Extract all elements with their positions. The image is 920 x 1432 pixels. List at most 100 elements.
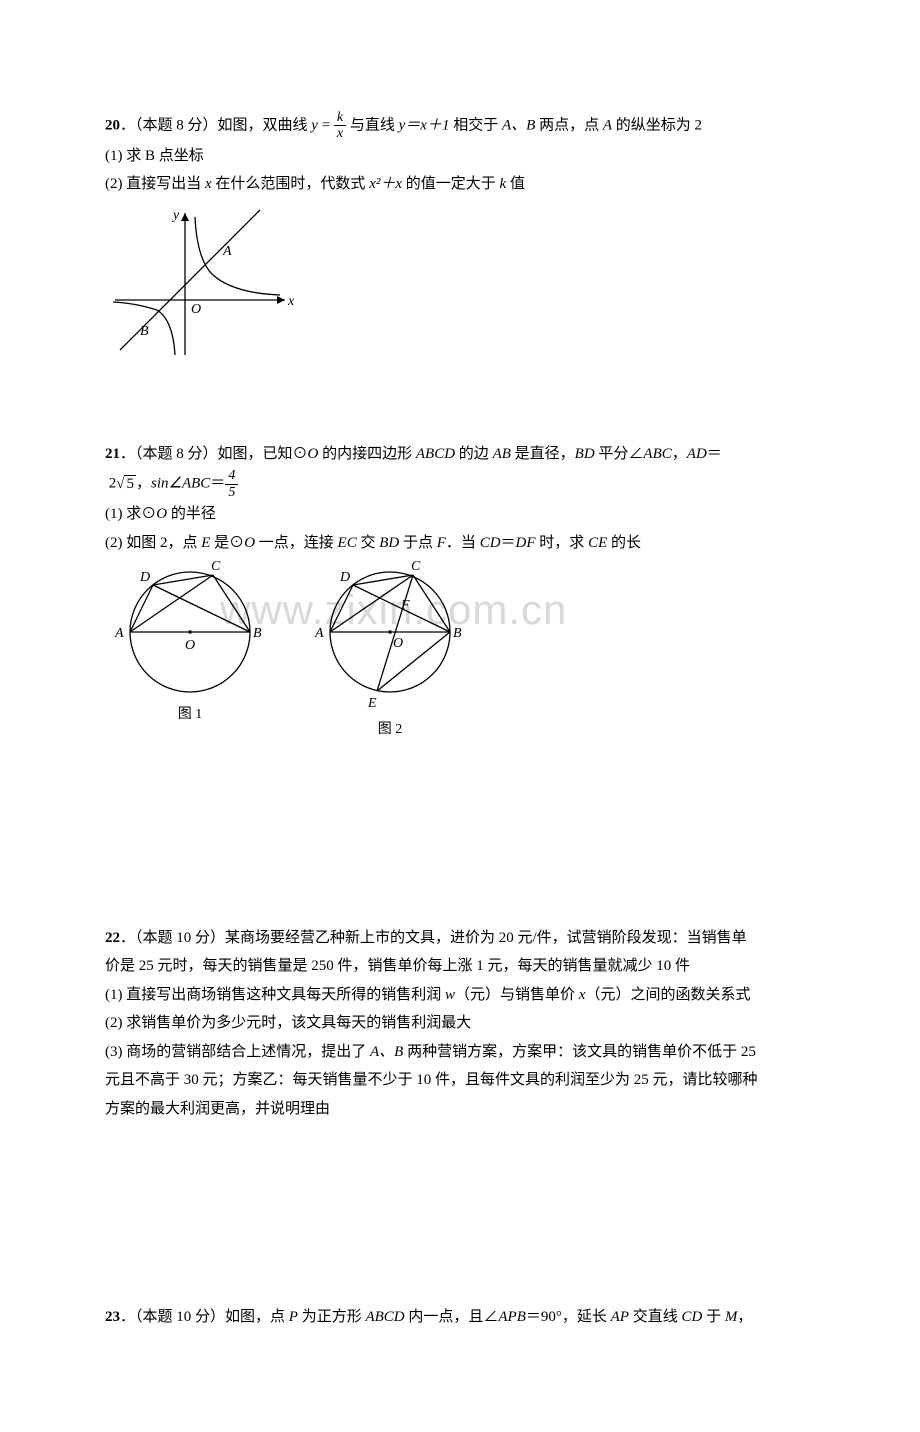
p21-q1a: (1) 求⊙ [105, 506, 156, 522]
p22-l1t: ．（本题 10 分）某商场要经营乙种新上市的文具，进价为 20 元/件，试营销阶… [120, 930, 747, 946]
label-O: O [191, 302, 201, 317]
p21-AB: AB [493, 446, 511, 462]
f1-A: A [114, 626, 124, 641]
p21-q2: (2) 如图 2，点 E 是⊙O 一点，连接 EC 交 BD 于点 F．当 CD… [105, 529, 815, 558]
problem-22: 22．（本题 10 分）某商场要经营乙种新上市的文具，进价为 20 元/件，试营… [105, 924, 815, 1124]
p21-q1O: O [156, 506, 167, 522]
p20-q2b: 在什么范围时，代数式 [212, 176, 370, 192]
p23-P: P [289, 1309, 298, 1325]
p22-q1c: （元）之间的函数关系式 [585, 987, 750, 1003]
p22-w: w [445, 987, 455, 1003]
p20-hc: 相交于 [449, 117, 502, 133]
p20-q2a: (2) 直接写出当 [105, 176, 205, 192]
p22-q1a: (1) 直接写出商场销售这种文具每天所得的销售利润 [105, 987, 445, 1003]
p21-fn: 4 [225, 468, 238, 484]
p21-CE: CE [588, 535, 607, 551]
p21-q1b: 的半径 [167, 506, 216, 522]
p20-q1: (1) 求 B 点坐标 [105, 142, 815, 171]
p21-figures: A B C D O 图 1 A B [105, 557, 815, 744]
p20-figure: O x y A B [105, 205, 815, 360]
p23-l1b: 为正方形 [298, 1309, 366, 1325]
p21-BD: BD [575, 446, 595, 462]
p20-q2d: 值 [506, 176, 525, 192]
p20-header: 20．（本题 8 分）如图，双曲线 y = kx 与直线 y＝x＋1 相交于 A… [105, 110, 815, 142]
p21-frac: 45 [225, 468, 238, 500]
f2-C: C [411, 559, 421, 574]
p22-q3l3: 方案的最大利润更高，并说明理由 [105, 1095, 815, 1124]
p20-pts: A、B [502, 117, 535, 133]
p21-F: F [437, 535, 446, 551]
p21-q2e: 于点 [399, 535, 437, 551]
p21-hb: 的内接四边形 [318, 446, 416, 462]
p20-frac-num: k [334, 110, 346, 126]
p21-q2a: (2) 如图 2，点 [105, 535, 201, 551]
p21-ang2: ∠ABC [169, 476, 211, 492]
p21-eq: ＝ [210, 476, 225, 492]
p21-fd: 5 [225, 485, 238, 500]
p20-eq: = [318, 117, 334, 133]
p21-q2O: O [244, 535, 255, 551]
problem-20: 20．（本题 8 分）如图，双曲线 y = kx 与直线 y＝x＋1 相交于 A… [105, 110, 815, 360]
p21-q2c: 一点，连接 [255, 535, 338, 551]
p21-hf: ， [672, 446, 687, 462]
p21-he: 平分∠ [595, 446, 644, 462]
p23-l1c: 内一点，且∠ [405, 1309, 499, 1325]
p23-l1: 23．（本题 10 分）如图，点 P 为正方形 ABCD 内一点，且∠APB＝9… [105, 1303, 815, 1332]
p21-ha: ．（本题 8 分）如图，已知⊙ [120, 446, 308, 462]
p20-graph-svg: O x y A B [105, 205, 300, 360]
p22-num: 22 [105, 930, 120, 946]
p21-fig1-label: 图 1 [178, 702, 203, 729]
p21-fig2-block: A B C D O F E 图 2 [305, 557, 475, 744]
p21-quad: ABCD [416, 446, 455, 462]
f2-D: D [339, 570, 350, 585]
p21-q2g: ＝ [501, 535, 516, 551]
p21-fig1-svg: A B C D O [105, 557, 275, 702]
p20-he: 的纵坐标为 2 [612, 117, 702, 133]
label-B: B [140, 324, 149, 339]
f1-O: O [185, 638, 195, 653]
p21-fig1-block: A B C D O 图 1 [105, 557, 275, 729]
p21-q1: (1) 求⊙O 的半径 [105, 500, 815, 529]
p22-q2: (2) 求销售单价为多少元时，该文具每天的销售利润最大 [105, 1009, 815, 1038]
p21-CD: CD [480, 535, 501, 551]
p21-header: 21．（本题 8 分）如图，已知⊙O 的内接四边形 ABCD 的边 AB 是直径… [105, 440, 815, 469]
p22-q1b: （元）与销售单价 [455, 987, 579, 1003]
p23-num: 23 [105, 1309, 120, 1325]
p21-rad5: 5 [124, 475, 136, 492]
p22-q3l2: 元且不高于 30 元；方案乙：每天销售量不少于 10 件，且每件文具的利润至少为… [105, 1066, 815, 1095]
p20-A: A [603, 117, 612, 133]
gap-21-22 [105, 784, 815, 924]
p22-q1: (1) 直接写出商场销售这种文具每天所得的销售利润 w（元）与销售单价 x（元）… [105, 981, 815, 1010]
p20-q2expr: x²＋x [369, 176, 402, 192]
label-x: x [287, 294, 295, 309]
p20-q2c: 的值一定大于 [402, 176, 500, 192]
p21-sin: sin [151, 476, 169, 492]
p23-CD: CD [681, 1309, 702, 1325]
p21-q2h: 时，求 [536, 535, 589, 551]
p23-l1e: 交直线 [629, 1309, 682, 1325]
p21-num: 21 [105, 446, 120, 462]
p20-hb: 与直线 [346, 117, 399, 133]
p21-DF: DF [516, 535, 536, 551]
p22-l2: 价是 25 元时，每天的销售量是 250 件，销售单价每上涨 1 元，每天的销售… [105, 952, 815, 981]
p20-y: y [311, 117, 318, 133]
p21-q2f: ．当 [446, 535, 480, 551]
p20-frac-den: x [334, 126, 346, 141]
f2-E: E [367, 696, 377, 711]
p21-q2d: 交 [357, 535, 380, 551]
p20-hd: 两点，点 [535, 117, 603, 133]
p21-BD2: BD [379, 535, 399, 551]
f2-A: A [314, 626, 324, 641]
gap-22-23 [105, 1163, 815, 1303]
p21-hc: 的边 [455, 446, 493, 462]
p20-ha: ．（本题 8 分）如图，双曲线 [120, 117, 311, 133]
label-y: y [171, 208, 180, 223]
p21-line2: 25，sin∠ABC＝45 [105, 468, 815, 500]
label-A: A [222, 244, 232, 259]
p20-q2: (2) 直接写出当 x 在什么范围时，代数式 x²＋x 的值一定大于 k 值 [105, 170, 815, 199]
p23-M: M [725, 1309, 738, 1325]
f1-B: B [253, 626, 262, 641]
f2-B: B [453, 626, 462, 641]
f1-D: D [139, 570, 150, 585]
p21-coef2: 2 [109, 476, 117, 492]
